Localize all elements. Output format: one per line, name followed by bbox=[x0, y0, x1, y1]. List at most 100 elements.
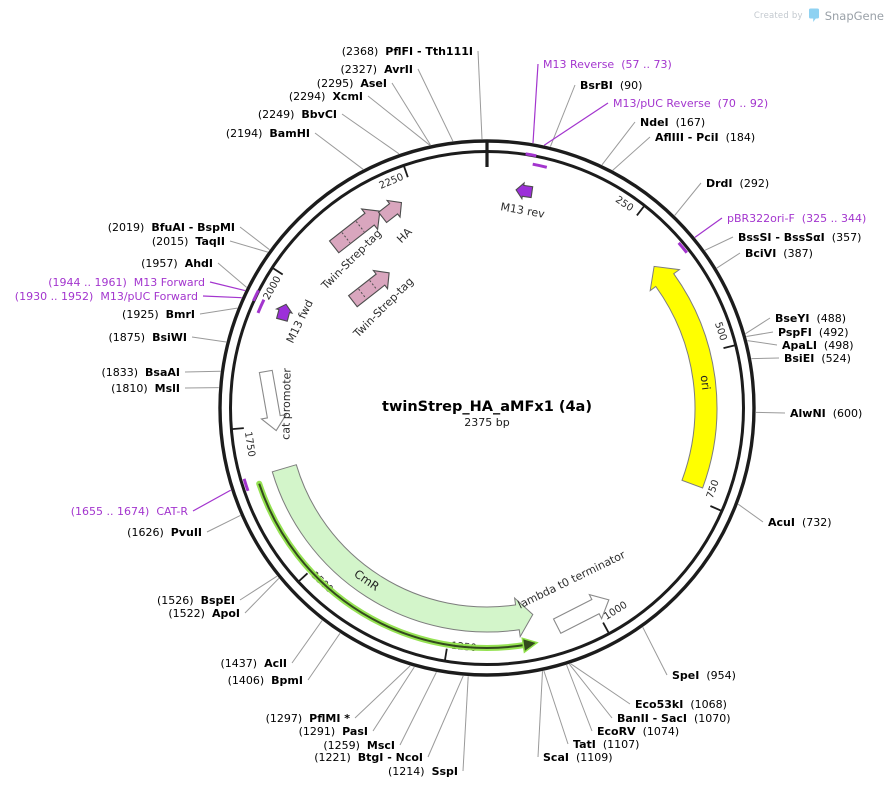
enzyme-label: (1957) AhdI bbox=[141, 257, 213, 270]
snapgene-logo-icon bbox=[808, 8, 819, 22]
feature-cmr-cds-line bbox=[258, 483, 525, 649]
enzyme-callout-line bbox=[427, 675, 464, 758]
enzyme-callout-line bbox=[307, 633, 341, 681]
enzyme-callout-line bbox=[601, 121, 636, 166]
enzyme-label: NdeI (167) bbox=[640, 116, 705, 129]
enzyme-label: EcoRV (1074) bbox=[597, 725, 679, 738]
enzyme-label: (1291) PasI bbox=[299, 725, 368, 738]
feature-ori bbox=[649, 265, 718, 489]
primer-tick-m13-reverse-site bbox=[525, 152, 537, 158]
primer-callout-line bbox=[532, 63, 539, 144]
enzyme-callout-line bbox=[568, 663, 613, 719]
attribution: Created by SnapGene bbox=[754, 8, 884, 23]
m13-fwd-label: M13 fwd bbox=[284, 298, 316, 346]
feature-ha-tag bbox=[377, 199, 403, 224]
enzyme-label: ApaLI (498) bbox=[782, 339, 854, 352]
enzyme-callout-line bbox=[199, 307, 238, 315]
tick-mark bbox=[444, 648, 448, 661]
twin-strep-tag-2-shape bbox=[347, 269, 390, 308]
enzyme-label: (2015) TaqII bbox=[152, 235, 225, 248]
enzyme-label: BanII - SacI (1070) bbox=[617, 712, 731, 725]
feature-ori-label: ori bbox=[698, 374, 714, 390]
enzyme-callout-line bbox=[239, 226, 270, 251]
enzyme-label: (2295) AseI bbox=[317, 77, 387, 90]
tick-mark bbox=[272, 267, 284, 276]
enzyme-label: (1810) MslI bbox=[111, 382, 180, 395]
enzyme-callout-line bbox=[566, 664, 593, 732]
enzyme-callout-line bbox=[570, 663, 631, 705]
enzyme-label: (2294) XcmI bbox=[289, 90, 363, 103]
enzyme-label: (1925) BmrI bbox=[122, 308, 195, 321]
enzyme-callout-line bbox=[543, 670, 569, 745]
enzyme-label: AflIII - PciI (184) bbox=[655, 131, 755, 144]
enzyme-label: (1297) PflMI * bbox=[266, 712, 351, 725]
enzyme-label: (2368) PflFI - Tth111I bbox=[342, 45, 473, 58]
tick-mark bbox=[602, 622, 610, 634]
ha-label: HA bbox=[394, 225, 415, 246]
cat-promoter-label: cat promoter bbox=[279, 368, 293, 440]
tick-label: 500 bbox=[712, 321, 728, 343]
cat-promoter-arrow-shape bbox=[258, 369, 288, 432]
m13-rev-label: M13 rev bbox=[500, 200, 547, 221]
enzyme-label: BssSI - BssSαI (357) bbox=[738, 231, 861, 244]
enzyme-callout-line bbox=[354, 665, 411, 719]
feature-twin-strep-tag-1 bbox=[328, 208, 381, 254]
enzyme-label: (2194) BamHI bbox=[226, 127, 310, 140]
enzyme-callout-line bbox=[746, 331, 774, 337]
primer-callout-line bbox=[192, 489, 232, 512]
enzyme-label: (1406) BpmI bbox=[228, 674, 303, 687]
enzyme-callout-line bbox=[244, 578, 280, 614]
enzyme-callout-line bbox=[191, 336, 227, 343]
enzyme-label: PspFI (492) bbox=[778, 326, 849, 339]
enzyme-callout-line bbox=[462, 676, 469, 772]
tick-label: 1750 bbox=[242, 431, 257, 458]
feature-m13-rev-arrow bbox=[515, 181, 534, 201]
enzyme-callout-line bbox=[674, 182, 702, 216]
primer-tick-m13-forward-site bbox=[252, 289, 260, 302]
enzyme-callout-line bbox=[755, 411, 786, 414]
feature-m13-fwd-arrow bbox=[274, 303, 294, 322]
m13-rev-arrow-shape bbox=[515, 181, 534, 201]
enzyme-label: BsrBI (90) bbox=[580, 79, 642, 92]
tick-mark bbox=[636, 205, 645, 216]
feature-cat-promoter-arrow bbox=[258, 369, 288, 432]
enzyme-label: TatI (1107) bbox=[573, 738, 639, 751]
enzyme-label: (1626) PvuII bbox=[127, 526, 202, 539]
enzyme-label: (1875) BsiWI bbox=[108, 331, 187, 344]
twin-strep-tag-1-shape bbox=[328, 208, 381, 254]
primer-label: (1944 .. 1961) M13 Forward bbox=[48, 276, 205, 289]
tick-mark bbox=[723, 344, 736, 349]
enzyme-label: (1259) MscI bbox=[323, 739, 395, 752]
enzyme-label: ScaI (1109) bbox=[543, 751, 613, 764]
enzyme-label: (1526) BspEI bbox=[157, 594, 235, 607]
enzyme-callout-line bbox=[372, 666, 415, 732]
tick-mark bbox=[710, 505, 722, 512]
primer-label: (1655 .. 1674) CAT-R bbox=[71, 505, 189, 518]
enzyme-callout-line bbox=[184, 370, 221, 373]
enzyme-callout-line bbox=[549, 84, 576, 147]
primer-callout-line bbox=[694, 217, 723, 238]
feature-cmr bbox=[271, 464, 534, 639]
enzyme-label: DrdI (292) bbox=[706, 177, 769, 190]
primer-tick-m13-puc-forward-site bbox=[256, 299, 266, 314]
enzyme-callout-line bbox=[716, 252, 741, 269]
created-by-text: Created by bbox=[753, 10, 803, 21]
lambda-t0-terminator-arrow-shape bbox=[552, 593, 610, 635]
enzyme-label: (2019) BfuAI - BspMI bbox=[108, 221, 235, 234]
primer-callout-line bbox=[209, 281, 246, 292]
enzyme-callout-line bbox=[399, 671, 437, 746]
enzyme-label: AcuI (732) bbox=[768, 516, 832, 529]
enzyme-callout-line bbox=[291, 620, 323, 664]
enzyme-label: (1221) BtgI - NcoI bbox=[314, 751, 423, 764]
enzyme-label: SpeI (954) bbox=[672, 669, 736, 682]
primer-tick-pbr322ori-f-site bbox=[677, 241, 688, 254]
primer-tick-m13-puc-reverse-site bbox=[532, 162, 548, 169]
tick-mark bbox=[231, 427, 244, 430]
primer-label: (1930 .. 1952) M13/pUC Forward bbox=[15, 290, 198, 303]
map-length: 2375 bp bbox=[464, 416, 509, 429]
enzyme-callout-line bbox=[391, 82, 431, 146]
enzyme-callout-line bbox=[341, 113, 400, 155]
enzyme-callout-line bbox=[747, 340, 778, 346]
enzyme-label: BsiEI (524) bbox=[784, 352, 851, 365]
